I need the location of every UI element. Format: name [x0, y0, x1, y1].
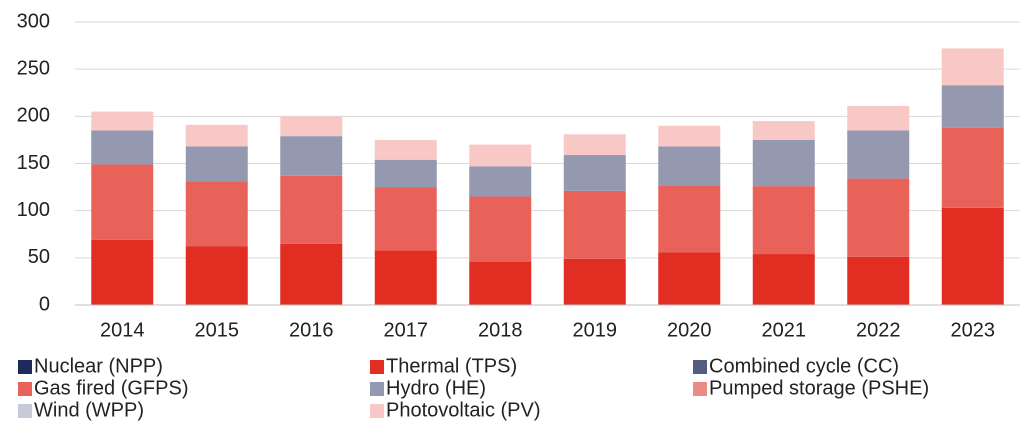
x-tick-label: 2021 [762, 319, 807, 341]
bar-segment [469, 261, 532, 305]
y-tick-label: 0 [39, 293, 50, 315]
bar-segment [91, 164, 154, 240]
bar-segment [469, 144, 532, 167]
legend-swatch [370, 382, 384, 396]
bar-segment [658, 252, 721, 305]
legend-swatch [18, 404, 32, 418]
x-tick-label: 2017 [384, 319, 429, 341]
legend-label: Thermal (TPS) [386, 355, 517, 377]
legend-swatch [370, 404, 384, 418]
x-tick-label: 2018 [478, 319, 523, 341]
bar-segment [658, 146, 721, 186]
x-tick-label: 2016 [289, 319, 334, 341]
bar-segment [658, 125, 721, 147]
bar-segment [941, 127, 1004, 208]
legend-swatch [693, 382, 707, 396]
bar-segment [752, 186, 815, 255]
legend-swatch [370, 360, 384, 374]
bar-segment [847, 105, 910, 131]
bar-segment [374, 250, 437, 305]
legend-label: Photovoltaic (PV) [386, 399, 541, 421]
bar-segment [185, 124, 248, 147]
legend-swatch [18, 382, 32, 396]
y-tick-label: 250 [17, 57, 50, 79]
x-tick-label: 2014 [100, 319, 145, 341]
bar-segment [658, 185, 721, 253]
legend-label: Wind (WPP) [34, 399, 144, 421]
y-tick-label: 200 [17, 105, 50, 127]
legend-label: Combined cycle (CC) [709, 355, 899, 377]
bar-segment [185, 246, 248, 305]
bar-segment [563, 155, 626, 191]
bar-segment [563, 190, 626, 259]
bar-segment [847, 178, 910, 257]
bar-segment [374, 139, 437, 160]
bar-segment [941, 207, 1004, 305]
bar-segment [91, 239, 154, 305]
x-tick-label: 2015 [195, 319, 240, 341]
legend-label: Gas fired (GFPS) [34, 377, 188, 399]
y-tick-label: 300 [17, 10, 50, 32]
bar-segment [469, 196, 532, 262]
bar-segment [563, 258, 626, 305]
bar-segment [847, 130, 910, 179]
bar-segment [563, 134, 626, 156]
bar-segment [185, 146, 248, 182]
x-tick-label: 2019 [573, 319, 618, 341]
y-tick-label: 50 [28, 246, 50, 268]
y-tick-label: 150 [17, 152, 50, 174]
y-tick-label: 100 [17, 199, 50, 221]
bar-segment [752, 254, 815, 305]
bar-segment [374, 187, 437, 251]
bar-segment [91, 111, 154, 131]
x-tick-label: 2020 [667, 319, 712, 341]
bar-segment [752, 121, 815, 140]
bar-segment [941, 85, 1004, 128]
bar-segment [280, 136, 343, 176]
bar-segment [280, 243, 343, 305]
legend-label: Pumped storage (PSHE) [709, 377, 929, 399]
legend-label: Hydro (HE) [386, 377, 486, 399]
legend-swatch [693, 360, 707, 374]
bar-segment [91, 130, 154, 165]
bar-segment [941, 48, 1004, 86]
x-tick-label: 2022 [856, 319, 901, 341]
bar-segment [374, 159, 437, 188]
bar-segment [185, 181, 248, 247]
bar-segment [847, 256, 910, 305]
bar-segment [469, 166, 532, 197]
legend-label: Nuclear (NPP) [34, 355, 163, 377]
bar-segment [280, 116, 343, 137]
x-tick-label: 2023 [951, 319, 996, 341]
bar-segment [280, 175, 343, 244]
legend-swatch [18, 360, 32, 374]
bar-segment [752, 139, 815, 187]
